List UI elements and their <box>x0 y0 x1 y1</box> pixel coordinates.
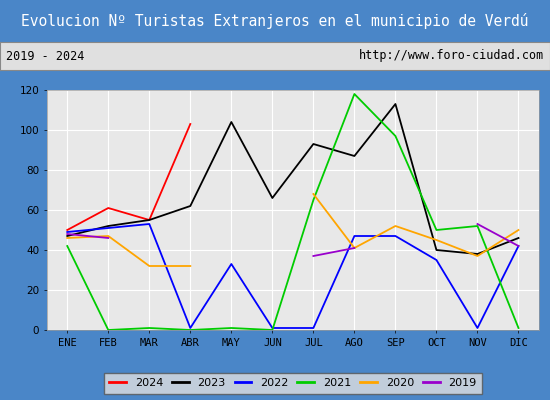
Legend: 2024, 2023, 2022, 2021, 2020, 2019: 2024, 2023, 2022, 2021, 2020, 2019 <box>103 373 482 394</box>
Text: Evolucion Nº Turistas Extranjeros en el municipio de Verdú: Evolucion Nº Turistas Extranjeros en el … <box>21 13 529 29</box>
Text: 2019 - 2024: 2019 - 2024 <box>6 50 84 62</box>
Text: http://www.foro-ciudad.com: http://www.foro-ciudad.com <box>359 50 544 62</box>
